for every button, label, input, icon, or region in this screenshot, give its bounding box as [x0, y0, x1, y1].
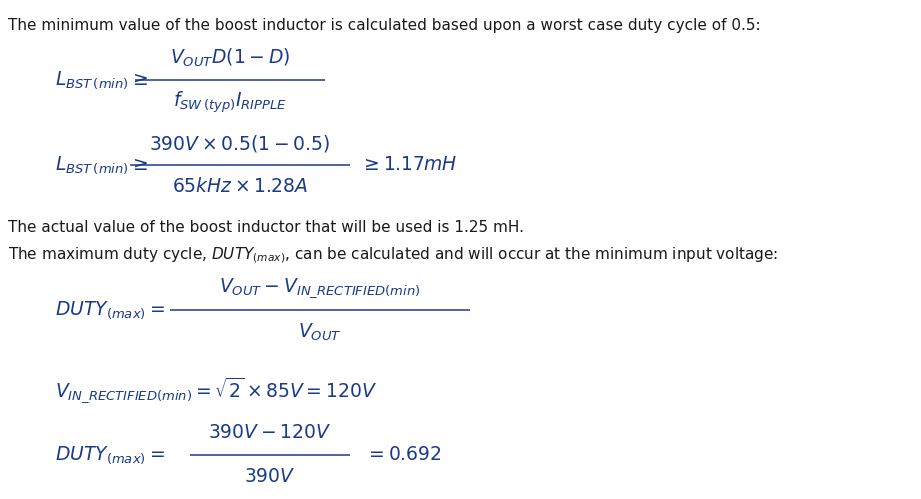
- Text: $DUTY_{(max)} =$: $DUTY_{(max)} =$: [55, 445, 165, 466]
- Text: $390V-120V$: $390V-120V$: [208, 424, 332, 443]
- Text: $390V$: $390V$: [244, 468, 296, 487]
- Text: $DUTY_{(max)} =$: $DUTY_{(max)} =$: [55, 299, 165, 320]
- Text: $= 0.692$: $= 0.692$: [365, 446, 441, 465]
- Text: $V_{IN\_RECTIFIED(min)} = \sqrt{2}\times85V = 120V$: $V_{IN\_RECTIFIED(min)} = \sqrt{2}\times…: [55, 375, 377, 405]
- Text: $V_{OUT}-V_{IN\_RECTIFIED(min)}$: $V_{OUT}-V_{IN\_RECTIFIED(min)}$: [219, 276, 421, 300]
- Text: The minimum value of the boost inductor is calculated based upon a worst case du: The minimum value of the boost inductor …: [8, 18, 761, 33]
- Text: $V_{OUT}$: $V_{OUT}$: [298, 321, 342, 343]
- Text: The actual value of the boost inductor that will be used is 1.25 mH.: The actual value of the boost inductor t…: [8, 221, 524, 236]
- Text: $L_{BST\,(min)} \geq$: $L_{BST\,(min)} \geq$: [55, 69, 148, 91]
- Text: $65kHz\times1.28A$: $65kHz\times1.28A$: [172, 178, 308, 197]
- Text: $\geq 1.17mH$: $\geq 1.17mH$: [360, 156, 457, 175]
- Text: $390V\times0.5(1-0.5)$: $390V\times0.5(1-0.5)$: [149, 133, 331, 154]
- Text: $V_{OUT}D(1-D)$: $V_{OUT}D(1-D)$: [170, 47, 290, 69]
- Text: $f_{SW\,(typ)}I_{RIPPLE}$: $f_{SW\,(typ)}I_{RIPPLE}$: [173, 89, 287, 115]
- Text: The maximum duty cycle, $DUTY_{(max)}$, can be calculated and will occur at the : The maximum duty cycle, $DUTY_{(max)}$, …: [8, 245, 778, 265]
- Text: $L_{BST\,(min)} \geq$: $L_{BST\,(min)} \geq$: [55, 154, 148, 176]
